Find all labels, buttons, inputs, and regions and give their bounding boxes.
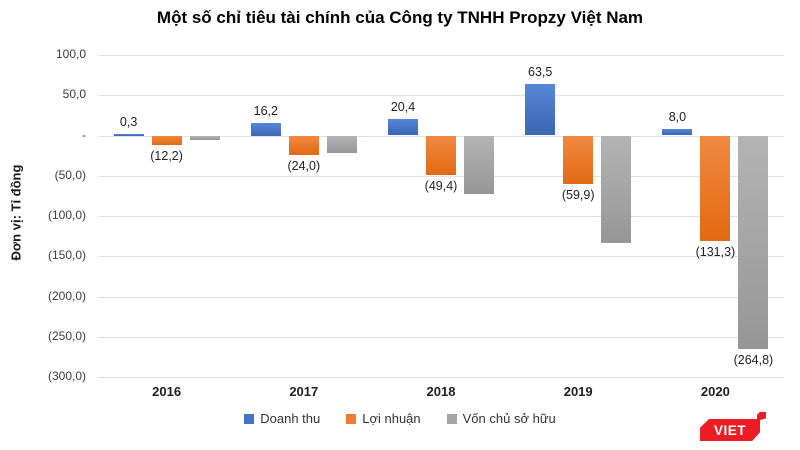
x-tick-label-2016: 2016: [152, 384, 182, 399]
data-label-loi-nhuan-2018: (49,4): [424, 179, 458, 194]
data-label-doanh-thu-2020: 8,0: [668, 110, 687, 125]
legend-item-doanh-thu: Doanh thu: [244, 411, 320, 426]
bar-loi-nhuan-2017: [288, 135, 319, 155]
bar-von-chu-so-huu-2018: [464, 135, 494, 194]
y-tick-label: (250,0): [47, 328, 86, 343]
bar-doanh-thu-2019: [525, 84, 556, 136]
bar-von-chu-so-huu-2019: [601, 135, 632, 244]
bar-loi-nhuan-2019: [563, 135, 594, 184]
legend-item-von-chu-so-huu: Vốn chủ sở hữu: [446, 411, 556, 426]
y-tick-label: -: [82, 127, 86, 142]
y-tick-label: 50,0: [62, 87, 86, 102]
data-label-doanh-thu-2018: 20,4: [390, 100, 416, 115]
bar-von-chu-so-huu-2017: [326, 135, 357, 154]
data-label-doanh-thu-2019: 63,5: [528, 65, 553, 80]
viet-logo-text: VIET: [713, 422, 746, 438]
y-axis-title: Đơn vị: Tỉ đồng: [8, 164, 24, 261]
y-tick-label: (150,0): [47, 248, 86, 263]
x-tick-label-2017: 2017: [289, 384, 319, 399]
gridline--300: [98, 377, 784, 378]
bar-von-chu-so-huu-2020: [738, 135, 769, 349]
bar-doanh-thu-2016: [113, 134, 144, 136]
y-tick-label: 100,0: [55, 47, 86, 61]
data-label-loi-nhuan-2016: (12,2): [150, 149, 183, 164]
data-label-loi-nhuan-2017: (24,0): [287, 158, 321, 173]
data-label-doanh-thu-2017: 16,2: [253, 103, 278, 118]
viet-logo: VIET: [700, 412, 766, 441]
x-tick-label-2020: 2020: [700, 384, 730, 399]
bar-loi-nhuan-2016: [151, 135, 182, 146]
legend-label-von-chu-so-huu: Vốn chủ sở hữu: [462, 411, 556, 426]
y-tick-label: (200,0): [47, 288, 86, 303]
gridline--250: [98, 336, 784, 338]
data-label-loi-nhuan-2019: (59,9): [561, 187, 595, 202]
data-label-loi-nhuan-2020: (131,3): [695, 245, 736, 260]
chart-title: Một số chỉ tiêu tài chính của Công ty TN…: [156, 8, 644, 27]
legend-swatch-doanh-thu: [244, 413, 255, 424]
legend: Doanh thu Lợi nhuận Vốn chủ sở hữu: [0, 411, 800, 426]
x-tick-label-2019: 2019: [563, 384, 593, 399]
gridline--100: [98, 216, 784, 217]
bar-doanh-thu-2018: [388, 119, 418, 136]
x-tick-label-2018: 2018: [426, 384, 456, 399]
viet-logo-corner-tab: [757, 412, 766, 421]
legend-swatch-loi-nhuan: [346, 413, 357, 424]
gridline--50: [98, 175, 784, 177]
viet-logo-body: VIET: [700, 419, 760, 441]
gridline--150: [98, 256, 784, 258]
gridline-100: [98, 55, 784, 56]
y-tick-label: (300,0): [47, 369, 86, 383]
gridline-50: [98, 95, 784, 97]
data-label-von-chu-so-huu-2020: (264,8): [733, 352, 774, 367]
y-tick-label: (50,0): [54, 167, 86, 182]
bar-doanh-thu-2017: [250, 122, 281, 136]
legend-label-doanh-thu: Doanh thu: [260, 411, 321, 426]
bar-loi-nhuan-2020: [700, 135, 731, 242]
data-label-doanh-thu-2016: 0,3: [119, 115, 138, 129]
legend-label-loi-nhuan: Lợi nhuận: [362, 411, 421, 426]
bar-von-chu-so-huu-2016: [189, 135, 220, 141]
bar-doanh-thu-2020: [662, 129, 693, 136]
legend-swatch-von-chu-so-huu: [446, 413, 457, 424]
bar-loi-nhuan-2018: [426, 135, 456, 176]
legend-item-loi-nhuan: Lợi nhuận: [346, 411, 421, 426]
y-tick-label: (100,0): [47, 208, 86, 222]
gridline--200: [98, 296, 784, 298]
